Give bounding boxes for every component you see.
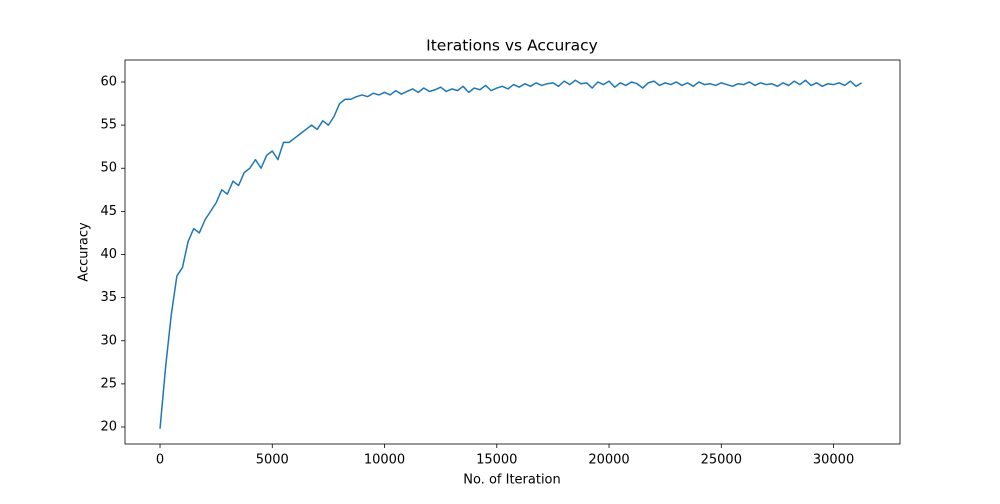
y-tick-label: 30 (100, 333, 117, 348)
plot-frame (124, 59, 901, 445)
y-tick-label: 35 (100, 290, 117, 305)
y-tick-label: 60 (100, 74, 117, 89)
y-tick-label: 50 (100, 161, 117, 176)
y-tick-label: 20 (100, 420, 117, 435)
x-tick-label: 30000 (813, 453, 854, 468)
y-tick-label: 40 (100, 247, 117, 262)
x-tick-label: 15000 (476, 453, 517, 468)
y-tick-label: 55 (100, 118, 117, 133)
x-tick-label: 0 (156, 453, 164, 468)
y-axis-label: Accuracy (77, 222, 92, 282)
y-tick-label: 45 (100, 204, 117, 219)
x-tick-label: 10000 (364, 453, 405, 468)
data-line (159, 79, 863, 429)
x-tick-label: 5000 (256, 453, 289, 468)
x-tick-label: 20000 (588, 453, 629, 468)
chart-title: Iterations vs Accuracy (426, 37, 598, 55)
x-tick-label: 25000 (701, 453, 742, 468)
x-axis-label: No. of Iteration (463, 473, 561, 488)
y-tick-label: 25 (100, 376, 117, 391)
